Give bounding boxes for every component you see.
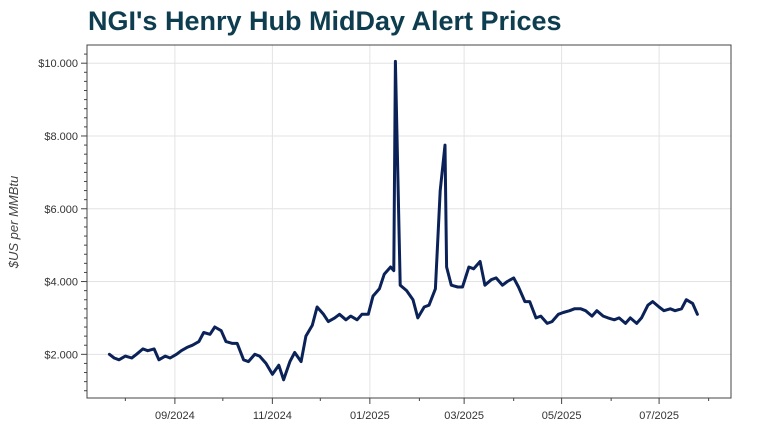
- y-axis: $2.000 $4.000 $6.000 $8.000 $10.000: [38, 53, 87, 392]
- y-tick-label: $10.000: [38, 58, 78, 70]
- y-tick-label: $4.000: [44, 277, 78, 289]
- price-series-line: [107, 59, 699, 382]
- x-tick-label: 05/2025: [542, 410, 582, 422]
- y-tick-label: $6.000: [44, 204, 78, 216]
- x-tick-label: 03/2025: [444, 410, 484, 422]
- y-tick-label: $8.000: [44, 131, 78, 143]
- x-tick-label: 11/2024: [253, 410, 292, 422]
- y-axis-label: $US per MMBtu: [6, 176, 21, 269]
- y-tick-label: $2.000: [44, 349, 78, 361]
- grid-lines: [87, 45, 731, 398]
- x-axis: 09/2024 11/2024 01/2025 03/2025 05/2025 07/20…: [124, 398, 710, 422]
- chart-title: NGI's Henry Hub MidDay Alert Prices: [88, 6, 562, 36]
- x-tick-label: 01/2025: [350, 410, 390, 422]
- plot-frame: [86, 44, 732, 399]
- x-tick-label: 07/2025: [639, 410, 679, 422]
- x-tick-label: 09/2024: [155, 410, 195, 422]
